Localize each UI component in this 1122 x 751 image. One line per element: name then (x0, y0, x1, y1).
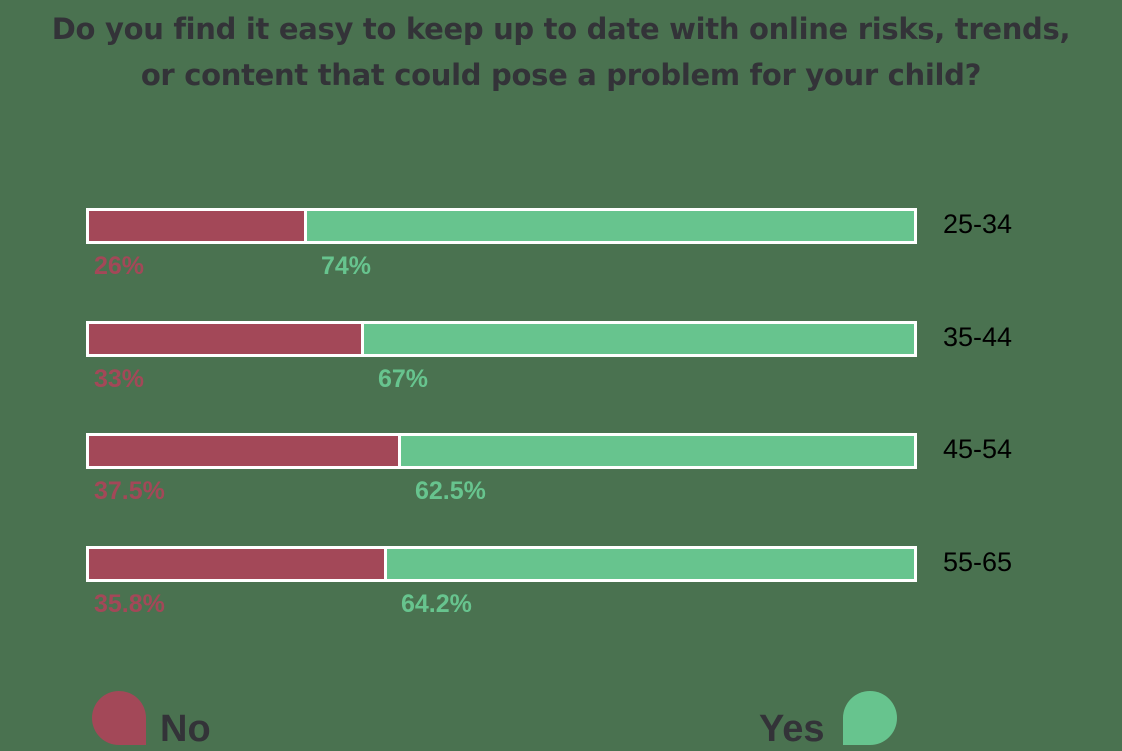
bar-row: 37.5% 62.5% (86, 433, 917, 505)
value-label-yes: 74% (321, 252, 372, 280)
bar-segment-yes (307, 211, 914, 241)
bar-row: 35.8% 64.2% (86, 546, 917, 618)
legend-label-yes: Yes (759, 708, 825, 750)
legend-label-no: No (160, 708, 211, 750)
value-label-no: 33% (94, 365, 145, 393)
bar-segment-no (89, 549, 384, 579)
value-label-yes: 67% (378, 365, 429, 393)
bar-segment-no (89, 324, 361, 354)
bar-row: 33% 67% (86, 321, 917, 393)
legend-marker-yes-icon (842, 690, 897, 745)
bar-segment-yes (364, 324, 914, 354)
bar-row: 26% 74% (86, 208, 917, 280)
bar-segment-yes (401, 436, 914, 466)
value-label-yes: 62.5% (415, 477, 486, 505)
bar-segment-no (89, 211, 304, 241)
bar-segment-no (89, 436, 398, 466)
bar-segment-yes (387, 549, 914, 579)
legend-item-no: No (92, 684, 211, 751)
age-group-label: 55-65 (943, 547, 1013, 577)
chart-title-line-2: or content that could pose a problem for… (140, 58, 982, 92)
legend-item-yes: Yes (759, 684, 897, 751)
chart-title: Do you find it easy to keep up to date w… (0, 6, 1122, 98)
age-group-label: 25-34 (943, 209, 1013, 239)
value-label-yes: 64.2% (401, 590, 472, 618)
chart-title-line-1: Do you find it easy to keep up to date w… (51, 12, 1071, 46)
value-label-no: 37.5% (94, 477, 165, 505)
value-label-no: 35.8% (94, 590, 165, 618)
value-label-no: 26% (94, 252, 145, 280)
age-group-label: 45-54 (943, 434, 1013, 464)
legend-marker-no-icon (92, 690, 146, 745)
age-group-label: 35-44 (943, 322, 1013, 352)
